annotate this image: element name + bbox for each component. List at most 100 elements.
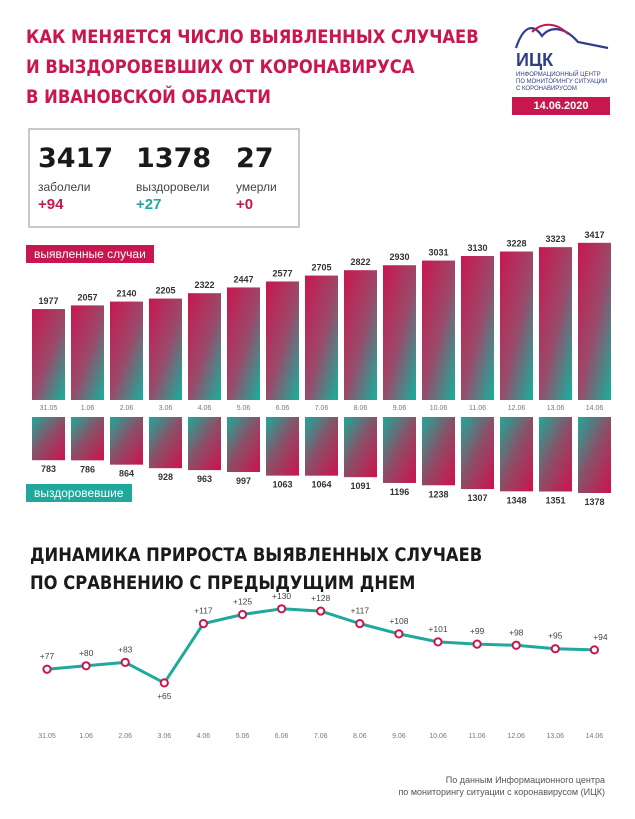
growth-point bbox=[511, 640, 521, 650]
stats-box: 3417 заболели +94 1378 выздоровели +27 2… bbox=[28, 128, 300, 228]
recovered-bar bbox=[110, 417, 143, 465]
line-category-label: 31.05 bbox=[38, 733, 56, 740]
cases-value-label: 3323 bbox=[545, 234, 565, 244]
cases-value-label: 2447 bbox=[233, 274, 253, 284]
growth-value-label: +117 bbox=[351, 606, 370, 616]
cases-value-label: 1977 bbox=[38, 296, 58, 306]
recovered-value-label: 1378 bbox=[584, 497, 604, 507]
recovered-value-label: 1063 bbox=[272, 480, 292, 490]
category-label: 5.06 bbox=[237, 405, 251, 412]
growth-value-label: +130 bbox=[272, 591, 291, 601]
title-line: Как меняется число выявленных случаев bbox=[26, 26, 479, 48]
recovered-bar bbox=[422, 417, 455, 486]
growth-point bbox=[81, 661, 91, 671]
stat-delta: +94 bbox=[38, 196, 64, 213]
cases-value-label: 3417 bbox=[584, 230, 604, 240]
recovered-value-label: 783 bbox=[41, 464, 56, 474]
growth-point bbox=[433, 637, 443, 647]
recovered-bar bbox=[266, 417, 299, 476]
category-label: 14.06 bbox=[586, 405, 604, 412]
logo-name: ИЦК bbox=[516, 50, 554, 70]
line-category-label: 5.06 bbox=[236, 733, 250, 740]
growth-point bbox=[589, 645, 600, 655]
line-category-label: 4.06 bbox=[197, 733, 211, 740]
recovered-bar bbox=[227, 417, 260, 472]
line-category-label: 9.06 bbox=[392, 733, 406, 740]
cases-value-label: 2705 bbox=[311, 263, 331, 273]
subtitle-line: по сравнению с предыдущим днем bbox=[30, 572, 416, 594]
stat-recovered: 1378 выздоровели +27 bbox=[136, 144, 211, 214]
recovered-bar bbox=[188, 417, 221, 471]
growth-value-label: +65 bbox=[157, 691, 172, 701]
growth-value-label: +95 bbox=[548, 631, 563, 641]
category-label: 4.06 bbox=[198, 405, 212, 412]
cases-value-label: 2140 bbox=[116, 289, 136, 299]
growth-point bbox=[159, 678, 169, 688]
line-category-label: 7.06 bbox=[314, 733, 328, 740]
cases-bar bbox=[500, 251, 533, 400]
growth-value-label: +98 bbox=[509, 627, 524, 637]
stat-value: 3417 bbox=[38, 143, 114, 174]
recovered-value-label: 928 bbox=[158, 472, 173, 482]
growth-point bbox=[472, 639, 482, 649]
logo-subtitle-line: с коронавирусом bbox=[516, 86, 577, 92]
growth-point bbox=[550, 644, 560, 654]
recovered-value-label: 1238 bbox=[428, 489, 448, 499]
stat-label: умерли bbox=[236, 180, 277, 194]
category-label: 2.06 bbox=[120, 405, 134, 412]
recovered-value-label: 1307 bbox=[467, 493, 487, 503]
category-label: 31.05 bbox=[40, 405, 58, 412]
line-category-label: 2.06 bbox=[118, 733, 132, 740]
recovered-bar bbox=[500, 417, 533, 492]
growth-point bbox=[237, 609, 248, 620]
cases-value-label: 3130 bbox=[467, 243, 487, 253]
recovered-bar bbox=[383, 417, 416, 483]
growth-value-label: +117 bbox=[194, 606, 213, 616]
icc-logo: ИЦК bbox=[514, 23, 609, 70]
growth-point bbox=[394, 629, 404, 639]
recovered-bar bbox=[539, 417, 572, 492]
line-category-label: 12.06 bbox=[507, 733, 525, 740]
growth-value-label: +108 bbox=[389, 616, 408, 626]
cases-bar bbox=[149, 298, 182, 400]
growth-point bbox=[355, 619, 365, 629]
cases-bar bbox=[188, 293, 221, 400]
logo-subtitle-line: по мониторингу ситуации bbox=[516, 79, 608, 85]
category-label: 3.06 bbox=[159, 405, 173, 412]
cases-value-label: 2322 bbox=[194, 280, 214, 290]
cases-bar bbox=[422, 260, 455, 400]
date-badge: 14.06.2020 bbox=[512, 97, 610, 115]
category-label: 13.06 bbox=[547, 405, 565, 412]
category-label: 10.06 bbox=[430, 405, 448, 412]
recovered-value-label: 1351 bbox=[545, 496, 565, 506]
category-label: 8.06 bbox=[354, 405, 368, 412]
growth-value-label: +101 bbox=[428, 624, 447, 634]
cases-value-label: 3228 bbox=[506, 239, 526, 249]
cases-value-label: 2205 bbox=[155, 286, 175, 296]
stat-value: 27 bbox=[236, 143, 274, 174]
title-line: и выздоровевших от коронавируса bbox=[26, 56, 415, 78]
recovered-value-label: 963 bbox=[197, 474, 212, 484]
cases-value-label: 2930 bbox=[389, 252, 409, 262]
growth-point bbox=[198, 619, 208, 629]
growth-value-label: +94 bbox=[593, 632, 608, 642]
recovered-bar bbox=[71, 417, 104, 461]
growth-point bbox=[42, 664, 52, 674]
cases-bar bbox=[32, 309, 65, 400]
line-category-label: 3.06 bbox=[157, 733, 171, 740]
growth-value-label: +128 bbox=[311, 593, 330, 603]
stat-delta: +27 bbox=[136, 196, 162, 213]
category-label: 12.06 bbox=[508, 405, 526, 412]
recovered-bar bbox=[32, 417, 65, 461]
line-category-label: 8.06 bbox=[353, 733, 367, 740]
category-label: 1.06 bbox=[81, 405, 95, 412]
growth-point bbox=[277, 604, 287, 614]
cases-bar bbox=[71, 305, 104, 400]
source-line: По данным Информационного центра bbox=[445, 775, 605, 785]
line-category-label: 10.06 bbox=[429, 733, 447, 740]
growth-value-label: +99 bbox=[470, 626, 485, 636]
cases-bar bbox=[266, 281, 299, 400]
line-category-label: 13.06 bbox=[547, 733, 565, 740]
line-category-label: 1.06 bbox=[79, 733, 93, 740]
cases-bar bbox=[305, 275, 338, 400]
